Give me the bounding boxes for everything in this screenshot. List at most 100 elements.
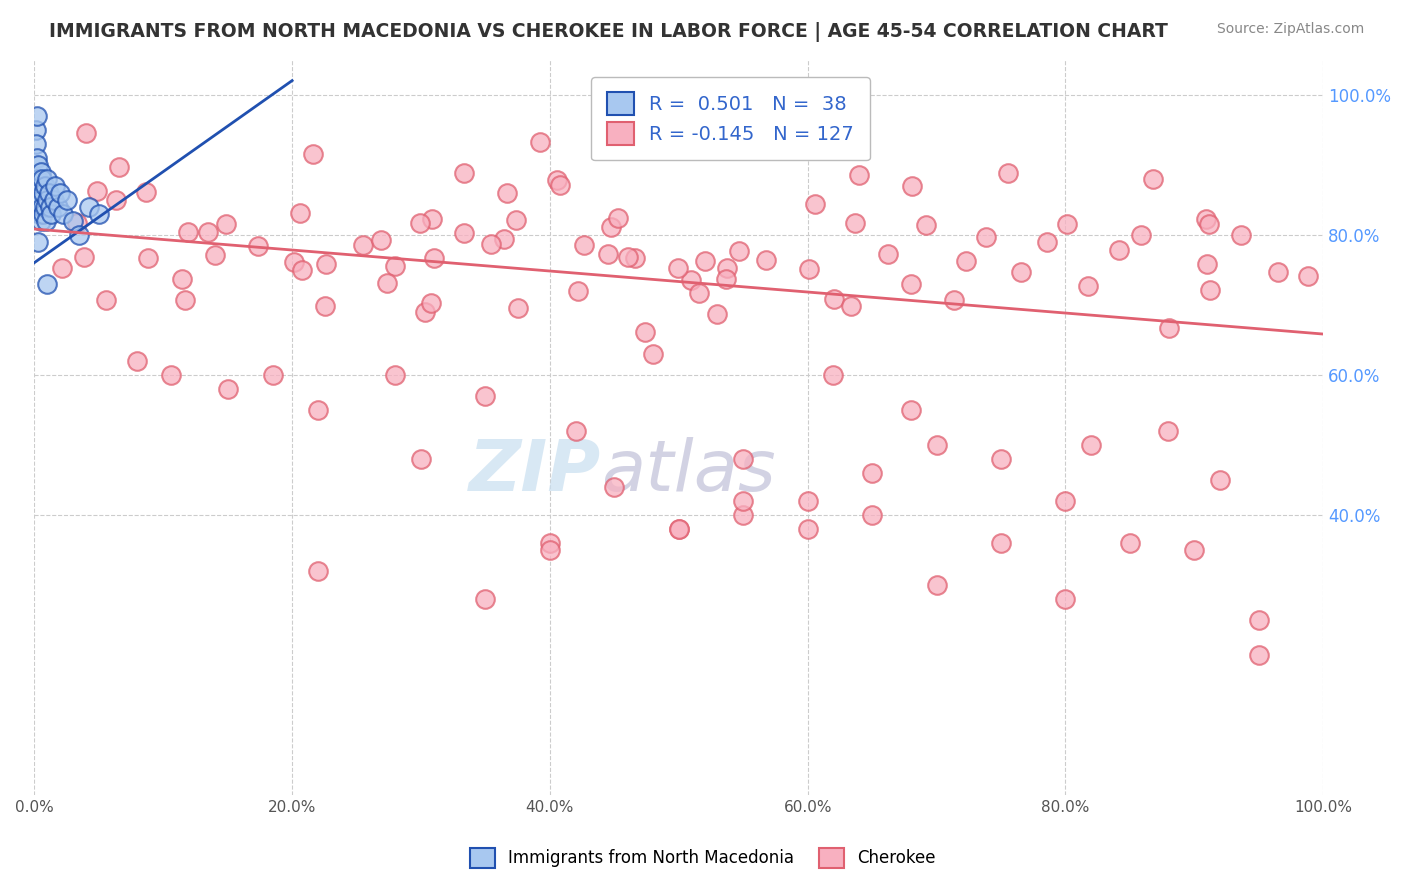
Point bbox=[925, 437, 948, 451]
Point bbox=[172, 272, 194, 286]
Point bbox=[479, 237, 502, 252]
Point bbox=[204, 248, 226, 262]
Point bbox=[564, 424, 586, 438]
Point bbox=[34, 200, 56, 214]
Point bbox=[370, 233, 392, 247]
Point bbox=[30, 164, 52, 178]
Point bbox=[1157, 424, 1180, 438]
Point bbox=[804, 196, 827, 211]
Point bbox=[574, 237, 596, 252]
Point bbox=[706, 307, 728, 321]
Point bbox=[27, 200, 49, 214]
Point bbox=[34, 178, 56, 193]
Point bbox=[290, 262, 312, 277]
Point bbox=[384, 368, 406, 382]
Point bbox=[37, 171, 59, 186]
Point bbox=[136, 251, 159, 265]
Point bbox=[307, 402, 329, 417]
Point bbox=[925, 577, 948, 591]
Point bbox=[453, 226, 475, 240]
Point bbox=[27, 171, 49, 186]
Point bbox=[603, 480, 626, 494]
Point bbox=[375, 276, 398, 290]
Point bbox=[474, 389, 496, 403]
Point bbox=[69, 227, 91, 242]
Point bbox=[796, 493, 818, 508]
Point bbox=[55, 193, 77, 207]
Point bbox=[839, 300, 862, 314]
Point bbox=[352, 237, 374, 252]
Point bbox=[538, 542, 561, 557]
Legend: Immigrants from North Macedonia, Cherokee: Immigrants from North Macedonia, Cheroke… bbox=[463, 841, 943, 875]
Point bbox=[1209, 473, 1232, 487]
Point bbox=[668, 522, 690, 536]
Point bbox=[44, 178, 66, 193]
Point bbox=[688, 286, 710, 301]
Point bbox=[679, 272, 702, 286]
Point bbox=[51, 261, 73, 276]
Point bbox=[215, 217, 238, 231]
Point bbox=[733, 508, 755, 522]
Point bbox=[506, 301, 529, 315]
Point bbox=[668, 522, 690, 536]
Point bbox=[24, 122, 46, 136]
Point bbox=[666, 260, 689, 275]
Point bbox=[32, 206, 55, 220]
Point bbox=[1119, 535, 1142, 549]
Point bbox=[197, 225, 219, 239]
Point bbox=[127, 353, 149, 368]
Point bbox=[727, 244, 749, 259]
Point bbox=[1198, 217, 1220, 231]
Point bbox=[25, 171, 48, 186]
Point bbox=[24, 136, 46, 151]
Point bbox=[315, 257, 337, 271]
Point bbox=[37, 193, 59, 207]
Point bbox=[492, 232, 515, 246]
Point bbox=[716, 271, 738, 285]
Point bbox=[1230, 227, 1253, 242]
Point bbox=[1054, 493, 1077, 508]
Point bbox=[607, 211, 630, 225]
Point bbox=[28, 193, 51, 207]
Point bbox=[900, 402, 922, 417]
Point bbox=[38, 186, 60, 200]
Point bbox=[1195, 257, 1218, 271]
Point bbox=[974, 230, 997, 244]
Point bbox=[716, 261, 738, 276]
Point bbox=[159, 368, 181, 382]
Point bbox=[546, 173, 568, 187]
Point bbox=[73, 251, 96, 265]
Point bbox=[1056, 217, 1078, 231]
Point bbox=[62, 213, 84, 227]
Point bbox=[733, 493, 755, 508]
Point bbox=[860, 466, 883, 480]
Point bbox=[955, 253, 977, 268]
Point bbox=[420, 212, 443, 227]
Point bbox=[42, 193, 65, 207]
Point bbox=[599, 219, 621, 234]
Point bbox=[1182, 542, 1205, 557]
Text: Source: ZipAtlas.com: Source: ZipAtlas.com bbox=[1216, 22, 1364, 37]
Point bbox=[567, 284, 589, 298]
Point bbox=[177, 225, 200, 239]
Point bbox=[755, 252, 778, 267]
Legend: R =  0.501   N =  38, R = -0.145   N = 127: R = 0.501 N = 38, R = -0.145 N = 127 bbox=[591, 77, 870, 161]
Point bbox=[422, 251, 444, 265]
Point bbox=[108, 160, 131, 174]
Point bbox=[66, 216, 89, 230]
Point bbox=[1054, 591, 1077, 606]
Point bbox=[384, 259, 406, 273]
Point bbox=[31, 171, 53, 186]
Point bbox=[823, 368, 845, 382]
Text: ZIP: ZIP bbox=[470, 437, 602, 506]
Point bbox=[1108, 244, 1130, 258]
Point bbox=[1267, 265, 1289, 279]
Point bbox=[247, 239, 270, 253]
Point bbox=[997, 166, 1019, 180]
Point bbox=[799, 262, 821, 277]
Point bbox=[823, 293, 845, 307]
Point bbox=[104, 193, 127, 207]
Point bbox=[900, 277, 922, 291]
Point bbox=[693, 254, 716, 268]
Point bbox=[87, 206, 110, 220]
